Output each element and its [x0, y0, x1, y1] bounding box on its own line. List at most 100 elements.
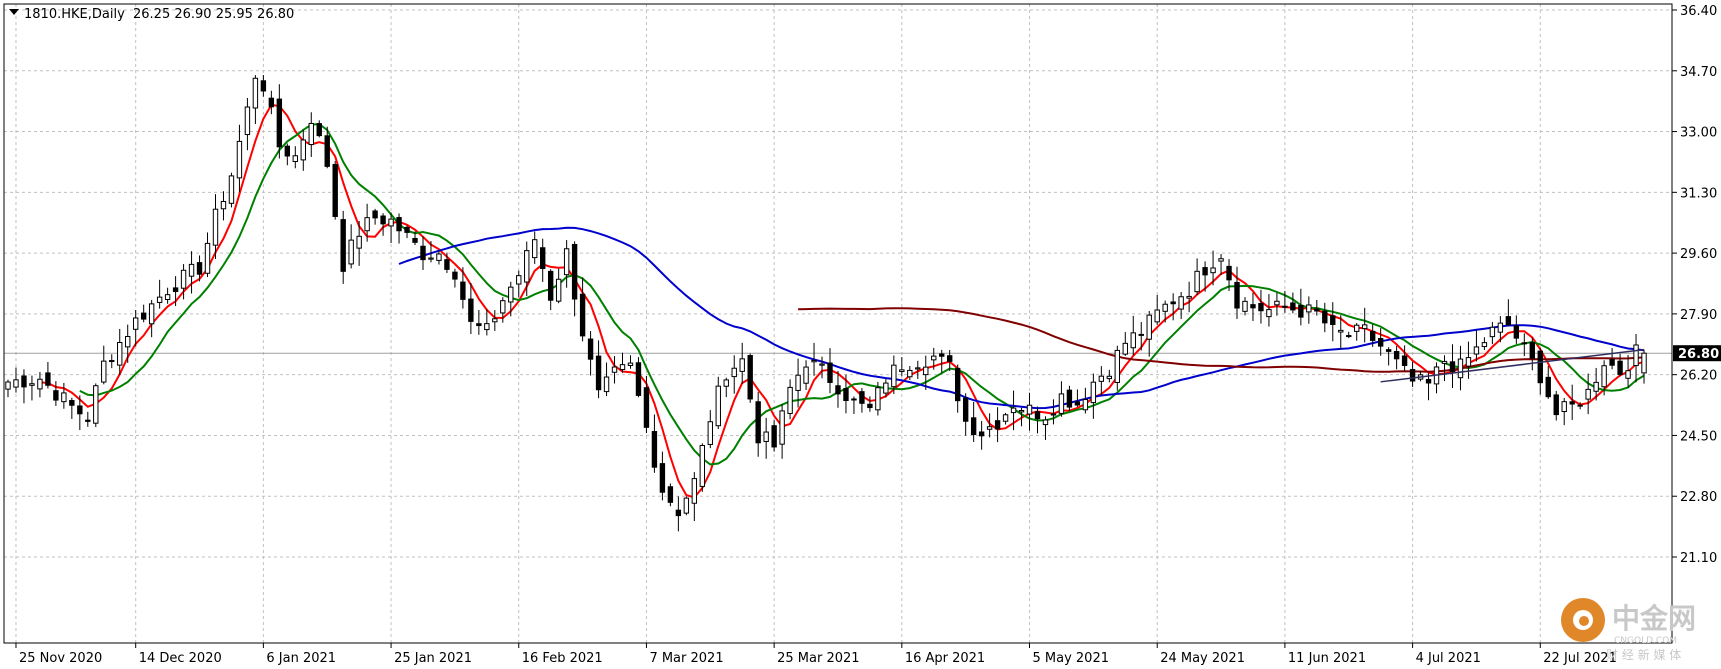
candle-body — [1553, 394, 1559, 416]
candle — [970, 402, 977, 443]
candle — [1617, 353, 1623, 377]
candle-body — [1481, 342, 1488, 348]
candle-body — [947, 355, 953, 362]
candle-body — [1322, 310, 1328, 324]
candle — [308, 112, 314, 157]
candle — [1497, 316, 1504, 343]
candle-body — [1058, 393, 1065, 414]
candle-body — [156, 296, 163, 303]
candle-body — [1561, 401, 1567, 413]
price-axis: 36.40 34.70 33.00 31.30 29.60 27.90 26.20 24.50… — [1672, 4, 1717, 566]
candle-body — [1274, 300, 1280, 306]
candle — [1218, 253, 1224, 275]
candle — [1122, 332, 1128, 356]
dropdown-triangle-icon[interactable] — [9, 9, 19, 15]
candle-body — [1050, 413, 1057, 416]
candle — [1082, 387, 1089, 414]
candle-body — [1633, 344, 1639, 367]
candle-body — [1226, 265, 1232, 281]
candle — [29, 375, 35, 401]
candle — [252, 75, 259, 125]
candle-body — [843, 388, 849, 402]
candle — [85, 411, 91, 427]
candle-body — [1146, 314, 1152, 340]
candle — [1585, 373, 1591, 415]
candle — [524, 241, 530, 297]
candle-body — [603, 376, 610, 393]
candle-body — [420, 245, 426, 261]
candle — [420, 236, 426, 270]
candle — [148, 299, 155, 338]
candle — [835, 370, 841, 408]
candle-body — [715, 385, 721, 427]
candle — [1170, 293, 1176, 321]
candle-body — [1569, 401, 1575, 405]
candle-body — [771, 425, 777, 448]
candle-body — [117, 342, 123, 366]
candle-body — [61, 392, 67, 403]
candle — [1162, 300, 1168, 323]
candle-body — [1154, 309, 1160, 323]
candle-body — [571, 243, 578, 300]
candle — [188, 251, 195, 294]
candle — [21, 369, 27, 404]
candle-body — [1162, 303, 1168, 312]
candle-body — [579, 293, 586, 337]
candle-body — [468, 298, 474, 322]
candle-body — [13, 379, 19, 388]
candle — [1425, 373, 1432, 401]
y-tick-label: 24.50 — [1680, 429, 1717, 444]
candle-body — [172, 287, 179, 293]
x-tick-label: 4 Jul 2021 — [1416, 651, 1481, 666]
candle — [1354, 323, 1360, 341]
candle — [1401, 345, 1408, 372]
candle — [651, 414, 658, 473]
candle — [747, 353, 753, 403]
candle — [635, 357, 642, 398]
candle — [140, 304, 147, 323]
candle — [1098, 366, 1105, 396]
candle-body — [899, 369, 905, 373]
candle — [13, 367, 19, 393]
candle — [923, 355, 929, 390]
ma-line — [398, 226, 1645, 410]
candle — [516, 270, 522, 298]
candle-body — [755, 401, 761, 444]
candle-body — [1218, 258, 1224, 262]
candle — [428, 241, 434, 263]
candle-body — [540, 247, 546, 269]
x-tick-label: 16 Feb 2021 — [522, 651, 603, 666]
symbol-label: 1810.HKE,Daily — [24, 7, 125, 22]
watermark-text-sub: 财 经 新 媒 体 — [1606, 647, 1681, 662]
candle — [1457, 345, 1464, 391]
candle-body — [45, 372, 51, 386]
candle-body — [731, 367, 737, 378]
candle — [212, 194, 219, 259]
candle — [595, 340, 602, 399]
y-tick-label: 36.40 — [1680, 4, 1717, 19]
candle-body — [635, 362, 642, 396]
candle-body — [978, 431, 985, 437]
candle — [292, 146, 298, 169]
candle — [1330, 302, 1336, 342]
trendline-segment — [1380, 348, 1645, 383]
candle-body — [332, 163, 338, 217]
candle-body — [1042, 419, 1049, 426]
candle-body — [1082, 399, 1089, 411]
candle-body — [1066, 389, 1073, 408]
candle — [811, 342, 817, 376]
candle — [1250, 292, 1256, 322]
candle — [771, 420, 777, 452]
candle — [1314, 299, 1320, 316]
candle-body — [396, 217, 402, 232]
candle — [611, 356, 618, 384]
candle-body — [356, 235, 362, 249]
y-tick-label: 29.60 — [1680, 247, 1717, 262]
candle — [763, 417, 769, 459]
candle-body — [1186, 295, 1192, 299]
candle — [388, 212, 394, 244]
candle-body — [292, 155, 298, 163]
candle-body — [1609, 359, 1615, 366]
candle-body — [1354, 324, 1360, 332]
